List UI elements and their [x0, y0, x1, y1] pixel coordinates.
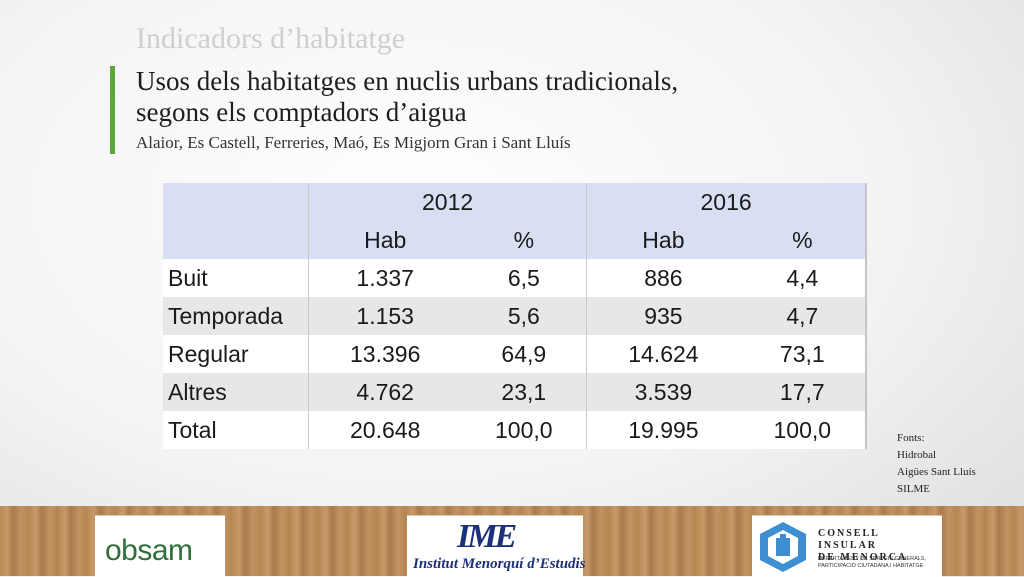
table-corner-cell — [163, 221, 309, 259]
subtitle: Alaior, Es Castell, Ferreries, Maó, Es M… — [136, 133, 571, 152]
table-cell: 100,0 — [461, 411, 587, 449]
consell-name-line-2: DE MENORCA — [818, 552, 908, 563]
table-cell: 100,0 — [739, 411, 868, 449]
table-cell: 4,7 — [739, 297, 868, 335]
obsam-logo-text: obsam — [105, 534, 193, 567]
obsam-logo: obsam — [95, 515, 225, 577]
table-cell: 1.337 — [308, 259, 462, 297]
consell-department-line-2: PARTICIPACIÓ CIUTADANA I HABITATGE — [818, 563, 924, 569]
table-cell: 14.624 — [586, 335, 740, 373]
housing-usage-table: 2012 2016 Hab % Hab % Buit 1.337 6,5 886… — [163, 183, 868, 449]
slide-title: Indicadors d’habitatge — [136, 22, 406, 55]
table-header-years: 2012 2016 — [163, 183, 868, 221]
row-label: Buit — [163, 259, 309, 297]
consell-name: CONSELL INSULAR DE MENORCA — [818, 528, 942, 564]
table-cell: 17,7 — [739, 373, 868, 411]
table-cell: 3.539 — [586, 373, 740, 411]
consell-emblem-icon — [760, 522, 806, 572]
column-header: Hab — [586, 221, 740, 259]
consell-department-line-1: DEPARTAMENT DE SERVEIS GENERALS, — [818, 556, 926, 562]
headline: Usos dels habitatges en nuclis urbans tr… — [136, 66, 956, 128]
row-label: Altres — [163, 373, 309, 411]
consell-name-line-1: CONSELL INSULAR — [818, 528, 880, 551]
headline-line-1: Usos dels habitatges en nuclis urbans tr… — [136, 66, 679, 96]
ime-logo-text: Institut Menorquí d’Estudis — [413, 556, 586, 572]
row-label: Temporada — [163, 297, 309, 335]
table-row: Regular 13.396 64,9 14.624 73,1 — [163, 335, 868, 373]
table-cell: 73,1 — [739, 335, 868, 373]
headline-line-2: segons els comptadors d’aigua — [136, 97, 467, 127]
accent-bar — [110, 66, 115, 154]
sources-heading: Fonts: — [897, 432, 925, 444]
row-label: Total — [163, 411, 309, 449]
source-item: Hidrobal — [897, 449, 937, 461]
table-header-columns: Hab % Hab % — [163, 221, 868, 259]
table-cell: 1.153 — [308, 297, 462, 335]
table-cell: 935 — [586, 297, 740, 335]
column-header: % — [461, 221, 587, 259]
table-cell: 5,6 — [461, 297, 587, 335]
table-cell: 886 — [586, 259, 740, 297]
table-row: Temporada 1.153 5,6 935 4,7 — [163, 297, 868, 335]
table-row: Altres 4.762 23,1 3.539 17,7 — [163, 373, 868, 411]
table-cell: 20.648 — [308, 411, 462, 449]
column-header: % — [739, 221, 868, 259]
source-item: Aigües Sant Lluís — [897, 466, 976, 478]
ime-logo-mark: IME — [457, 518, 517, 555]
sources-list: Fonts: Hidrobal Aigües Sant Lluís SILME — [897, 430, 976, 498]
table-cell: 19.995 — [586, 411, 740, 449]
table-cell: 64,9 — [461, 335, 587, 373]
year-header-2016: 2016 — [586, 183, 868, 221]
table-cell: 4.762 — [308, 373, 462, 411]
table-cell: 13.396 — [308, 335, 462, 373]
column-header: Hab — [308, 221, 462, 259]
row-label: Regular — [163, 335, 309, 373]
ime-logo: IME Institut Menorquí d’Estudis — [407, 515, 586, 577]
consell-insular-logo: CONSELL INSULAR DE MENORCA DEPARTAMENT D… — [752, 515, 942, 577]
table-corner-cell — [163, 183, 309, 221]
table-cell: 23,1 — [461, 373, 587, 411]
table-row-total: Total 20.648 100,0 19.995 100,0 — [163, 411, 868, 449]
source-item: SILME — [897, 483, 930, 495]
year-header-2012: 2012 — [308, 183, 587, 221]
table-row: Buit 1.337 6,5 886 4,4 — [163, 259, 868, 297]
table-cell: 6,5 — [461, 259, 587, 297]
consell-department: DEPARTAMENT DE SERVEIS GENERALS, PARTICI… — [818, 556, 926, 570]
table-cell: 4,4 — [739, 259, 868, 297]
